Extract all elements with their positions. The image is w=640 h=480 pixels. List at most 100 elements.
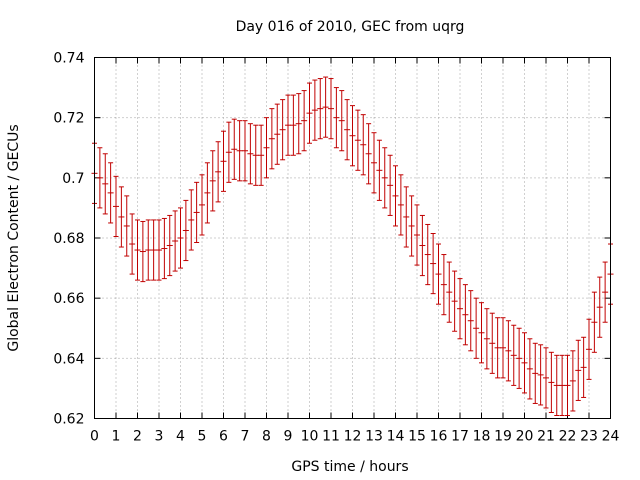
data-point	[349, 105, 356, 167]
data-point	[268, 108, 275, 170]
x-tick-label: 15	[408, 429, 426, 445]
data-point	[263, 117, 270, 179]
x-tick-label: 23	[580, 429, 598, 445]
data-point	[505, 320, 512, 382]
x-tick-label: 6	[219, 429, 228, 445]
data-point	[102, 153, 109, 215]
y-tick-label: 0.66	[53, 291, 84, 307]
x-tick-label: 14	[387, 429, 405, 445]
data-point	[446, 261, 453, 323]
data-point	[414, 204, 420, 266]
x-tick-label: 21	[537, 429, 555, 445]
data-point	[500, 317, 506, 379]
data-point	[204, 162, 211, 224]
data-point	[199, 174, 205, 236]
x-axis-label: GPS time / hours	[291, 459, 408, 475]
y-axis-label: Global Electron Content / GECUs	[6, 124, 22, 351]
data-point	[333, 87, 340, 149]
data-point	[376, 139, 383, 201]
data-point	[564, 354, 571, 416]
data-point	[365, 123, 372, 185]
y-tick-label: 0.64	[53, 351, 84, 367]
data-point	[150, 219, 157, 281]
data-point	[435, 243, 442, 305]
data-point	[311, 79, 318, 141]
data-point	[489, 312, 496, 374]
data-point	[161, 217, 168, 280]
data-point	[188, 189, 195, 251]
x-tick-label: 19	[494, 429, 512, 445]
data-point	[548, 351, 555, 413]
data-point	[258, 124, 265, 186]
data-point	[145, 219, 152, 281]
x-tick-label: 12	[344, 429, 362, 445]
data-point	[575, 339, 582, 401]
data-point	[354, 109, 361, 171]
data-point	[118, 186, 125, 248]
y-axis-ticks: 0.62 0.64 0.66 0.68 0.7 0.72 0.74	[53, 51, 611, 428]
data-point	[403, 186, 410, 248]
x-axis-ticks: 0 1 2 3 4 5 6 7 8 9 10 11 12 13 14 15 16 17 18 19 20 21 22 23 24	[90, 57, 620, 445]
data-point	[236, 120, 243, 182]
x-tick-label: 11	[322, 429, 340, 445]
data-point	[285, 94, 291, 156]
data-point	[317, 78, 324, 140]
data-point	[225, 121, 232, 183]
data-point	[408, 195, 415, 257]
data-point	[338, 90, 345, 152]
x-tick-label: 18	[473, 429, 491, 445]
data-point	[123, 195, 130, 257]
x-tick-label: 9	[284, 429, 293, 445]
y-tick-label: 0.74	[53, 51, 84, 67]
data-point	[252, 124, 259, 186]
data-point	[360, 114, 367, 176]
data-point	[457, 278, 463, 340]
data-point	[510, 324, 517, 386]
data-point	[569, 350, 576, 412]
data-point	[220, 130, 227, 192]
data-point	[387, 154, 394, 216]
data-point	[478, 302, 485, 364]
data-point	[397, 174, 404, 236]
chart-title: Day 016 of 2010, GEC from uqrg	[236, 19, 465, 35]
data-point	[473, 297, 480, 359]
x-tick-label: 0	[90, 429, 99, 445]
data-point	[602, 261, 609, 323]
data-point	[193, 181, 200, 244]
data-point	[440, 254, 447, 316]
data-point	[467, 290, 474, 352]
x-tick-label: 7	[241, 429, 250, 445]
data-point	[156, 219, 162, 281]
x-tick-label: 17	[451, 429, 469, 445]
data-point	[328, 78, 334, 140]
data-point	[96, 147, 103, 209]
y-tick-label: 0.62	[53, 412, 84, 428]
x-tick-label: 3	[155, 429, 164, 445]
data-point	[113, 175, 119, 237]
data-point	[537, 344, 544, 406]
data-point	[451, 270, 458, 332]
data-point	[483, 308, 490, 370]
x-tick-label: 20	[516, 429, 534, 445]
data-point	[424, 223, 431, 286]
data-series-gec	[91, 76, 614, 416]
data-point	[430, 232, 437, 295]
y-tick-label: 0.7	[62, 171, 84, 187]
data-point	[419, 214, 426, 277]
data-point	[392, 165, 399, 227]
data-point	[322, 76, 329, 138]
x-tick-label: 24	[602, 429, 620, 445]
data-point	[295, 93, 302, 155]
data-point	[521, 332, 528, 394]
x-tick-label: 8	[262, 429, 271, 445]
data-point	[586, 318, 592, 380]
data-point	[247, 123, 254, 185]
data-point	[344, 99, 351, 161]
data-point	[553, 354, 560, 416]
data-point	[526, 338, 533, 400]
data-point	[242, 120, 248, 182]
data-point	[182, 199, 189, 262]
data-point	[494, 317, 501, 379]
data-point	[209, 150, 216, 212]
data-point	[177, 207, 184, 269]
